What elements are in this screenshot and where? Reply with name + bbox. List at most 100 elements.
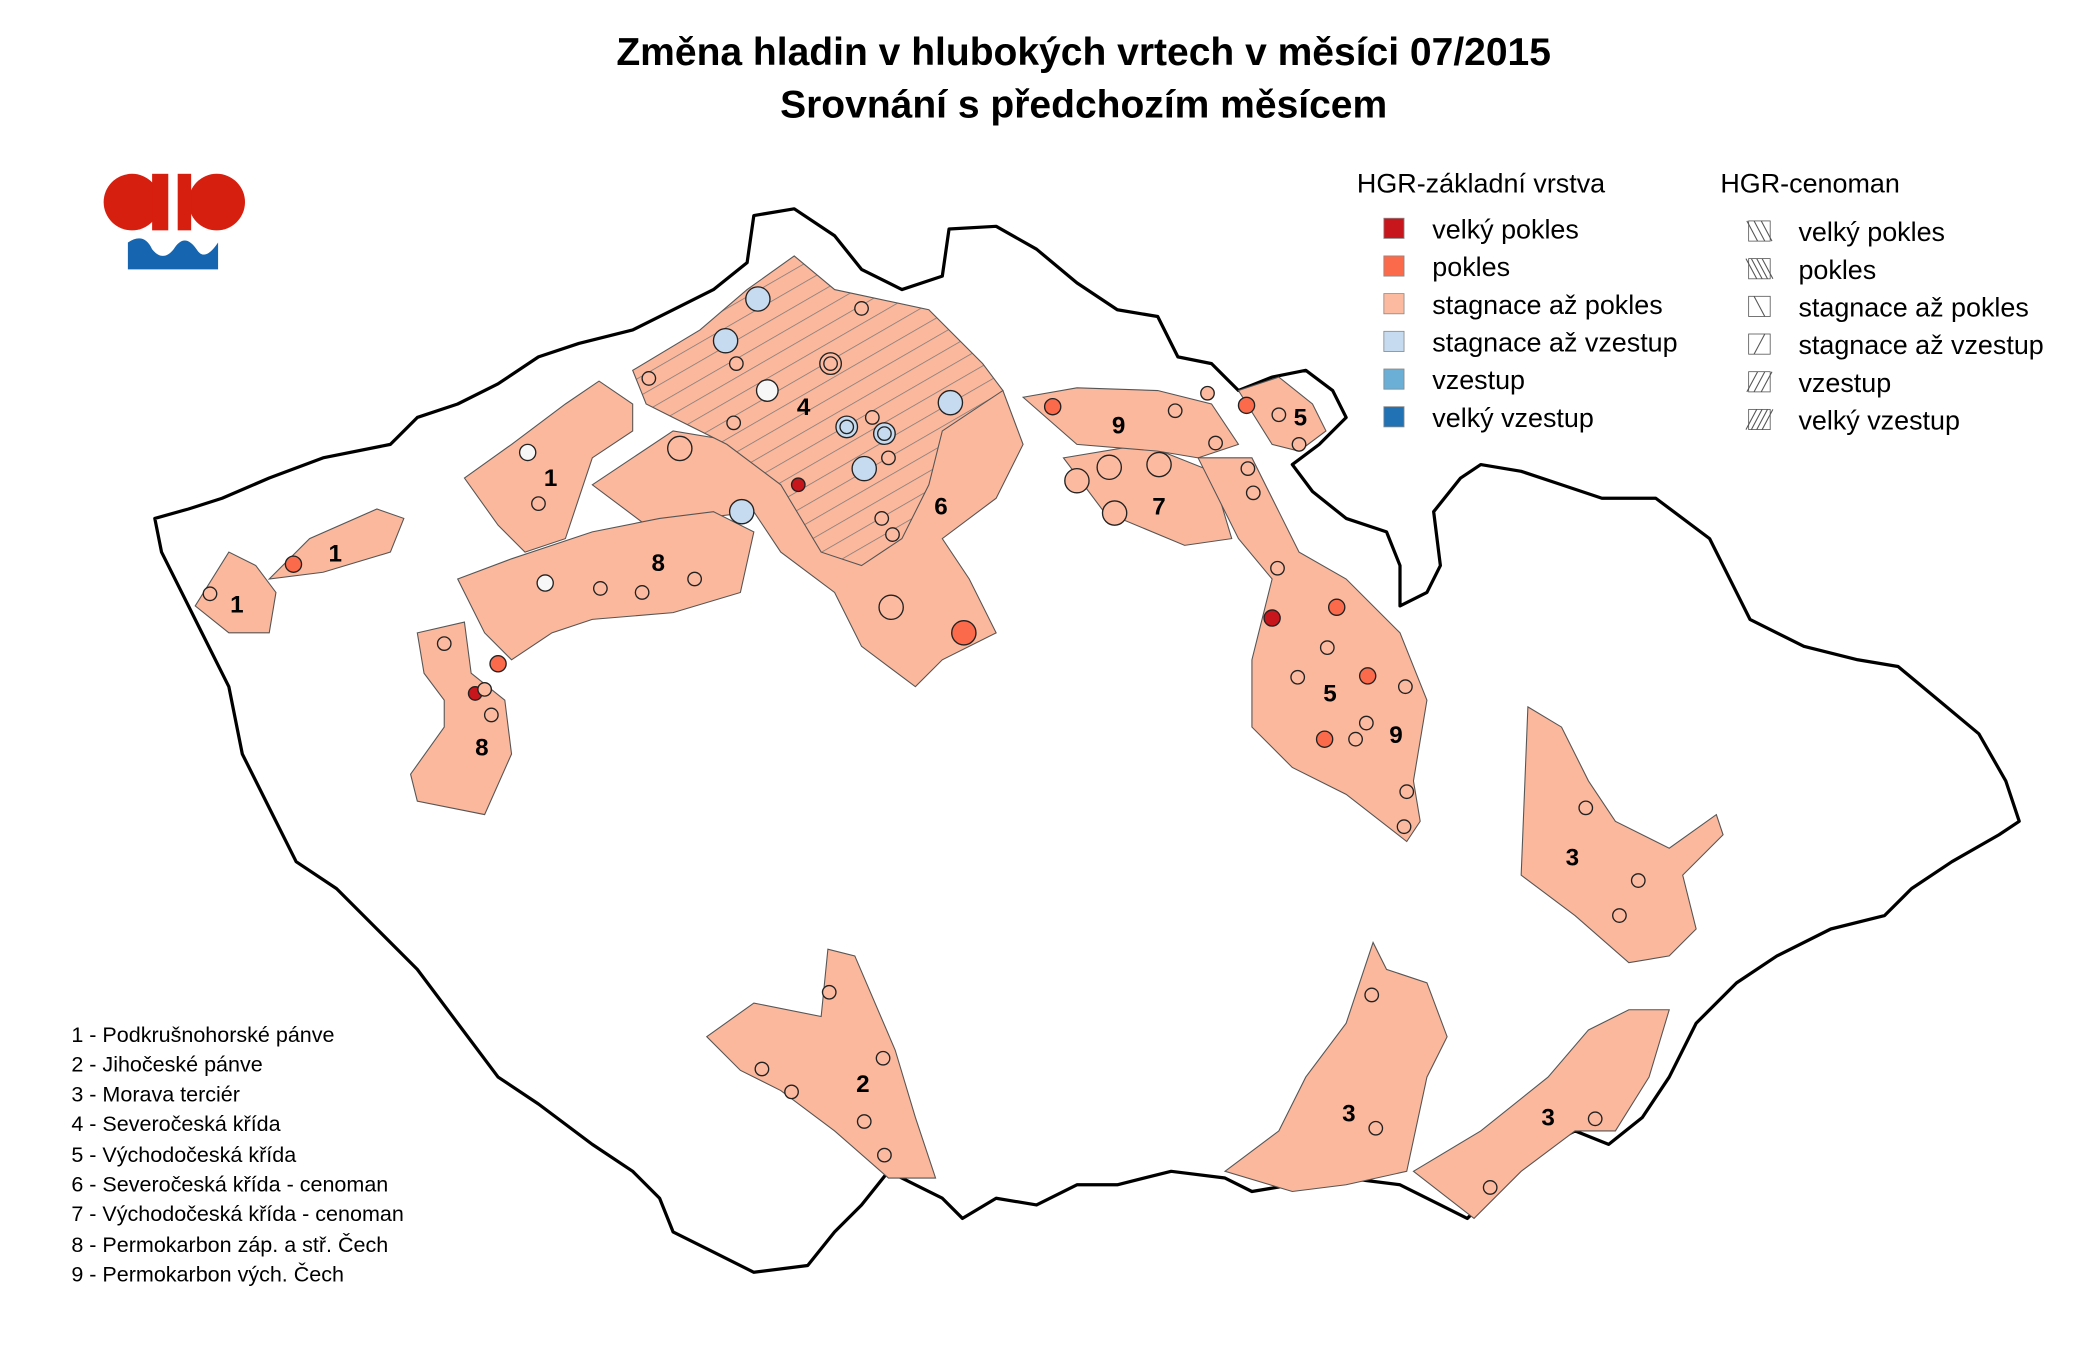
region-8-west <box>409 621 513 816</box>
well-marker-cenoman <box>823 356 838 372</box>
well-marker <box>745 286 771 312</box>
well-marker <box>877 1147 892 1163</box>
region-1-mid <box>267 508 405 580</box>
well-marker <box>489 655 507 673</box>
region-label: 7 <box>1152 493 1165 520</box>
legend-swatch <box>1383 368 1405 390</box>
well-marker <box>754 1061 770 1077</box>
well-marker <box>1101 500 1128 526</box>
legend-swatch <box>1383 255 1405 277</box>
well-marker <box>531 496 546 512</box>
wells <box>202 286 1646 1195</box>
legend-label: stagnace až vzestup <box>1798 330 2043 360</box>
region-list-item: 6 - Severočeská křída - cenoman <box>71 1173 388 1197</box>
legend-pattern-swatch <box>1748 333 1771 355</box>
well-marker <box>536 574 554 592</box>
well-marker <box>728 498 755 525</box>
well-marker <box>477 681 493 697</box>
well-marker <box>1587 1111 1603 1127</box>
well-marker <box>1043 397 1062 416</box>
legend-cenoman-heading: HGR-cenoman <box>1720 169 1899 199</box>
well-marker <box>1399 784 1415 800</box>
well-marker <box>667 435 693 462</box>
well-marker <box>885 527 900 542</box>
region-list-item: 8 - Permokarbon záp. a stř. Čech <box>71 1232 388 1257</box>
region-list-item: 7 - Východočeská křída - cenoman <box>71 1202 403 1226</box>
region-label: 3 <box>1342 1101 1355 1128</box>
legend-swatch <box>1383 330 1405 352</box>
well-marker <box>856 1114 872 1129</box>
region-label: 9 <box>1389 722 1402 749</box>
region-2 <box>705 948 937 1179</box>
well-marker <box>1612 908 1627 923</box>
well-marker <box>1291 436 1307 452</box>
region-list-item: 5 - Východočeská křída <box>71 1143 296 1167</box>
well-marker <box>1200 385 1215 401</box>
well-marker <box>881 450 896 466</box>
well-marker <box>728 356 744 372</box>
legend-label: stagnace až pokles <box>1432 290 1662 320</box>
region-1-west <box>194 551 277 634</box>
region-3-south-west <box>1223 941 1448 1193</box>
legend-base-heading: HGR-základní vrstva <box>1357 169 1605 199</box>
well-marker <box>1270 560 1285 576</box>
well-marker <box>755 379 779 402</box>
legend-label: velký vzestup <box>1798 406 1960 436</box>
well-marker <box>1630 873 1646 888</box>
well-marker <box>1348 731 1363 747</box>
well-marker <box>851 455 878 482</box>
legend-pattern-swatch <box>1746 220 1773 242</box>
region-label: 3 <box>1566 845 1579 872</box>
region-list-item: 4 - Severočeská křída <box>71 1112 280 1136</box>
region-label: 1 <box>230 592 243 619</box>
well-marker <box>864 410 880 425</box>
legend-pattern-swatch <box>1745 408 1774 430</box>
well-marker <box>634 585 650 600</box>
well-marker <box>1245 485 1261 501</box>
region-label: 8 <box>475 734 488 761</box>
well-marker <box>854 301 869 316</box>
region-5-east <box>1197 457 1428 843</box>
region-label: 6 <box>934 493 947 520</box>
well-marker <box>1064 467 1090 494</box>
well-marker <box>1271 407 1287 423</box>
well-marker <box>951 620 977 646</box>
well-marker-cenoman <box>877 426 892 442</box>
legend-swatch <box>1383 293 1405 315</box>
well-marker <box>483 707 499 723</box>
legend-label: stagnace až pokles <box>1798 293 2028 323</box>
well-marker <box>1290 669 1306 685</box>
well-marker <box>1364 987 1380 1003</box>
legend-label: velký pokles <box>1798 217 1945 247</box>
well-marker <box>1208 435 1223 451</box>
legend-label: velký pokles <box>1432 214 1579 244</box>
legend-label: velký vzestup <box>1432 403 1594 433</box>
well-marker <box>790 477 806 493</box>
well-marker <box>1315 730 1334 748</box>
region-label: 4 <box>797 394 811 421</box>
region-1-main <box>463 380 634 553</box>
title-line-2: Srovnání s předchozím měsícem <box>780 83 1387 126</box>
region-list: 1 - Podkrušnohorské pánve 2 - Jihočeské … <box>71 1023 403 1287</box>
well-marker <box>784 1084 799 1100</box>
region-label: 3 <box>1541 1105 1554 1132</box>
region-label: 1 <box>544 465 557 492</box>
well-marker <box>1358 715 1374 731</box>
legend-label: pokles <box>1798 255 1876 285</box>
well-marker <box>726 415 742 431</box>
region-label: 5 <box>1323 681 1336 708</box>
legend-label: pokles <box>1432 252 1510 282</box>
well-marker <box>937 389 964 416</box>
well-marker <box>712 327 739 354</box>
well-marker <box>592 581 608 596</box>
well-marker <box>1096 454 1123 481</box>
well-marker <box>1327 598 1346 617</box>
legend-label: vzestup <box>1432 365 1525 395</box>
well-marker <box>1146 451 1172 478</box>
legend-base: HGR-základní vrstva velký pokles pokles st… <box>1357 169 1678 433</box>
well-marker <box>1358 667 1377 685</box>
well-marker <box>875 1050 891 1066</box>
title-line-1: Změna hladin v hlubokých vrtech v měsíci… <box>616 31 1551 74</box>
region-label: 1 <box>328 541 341 568</box>
well-marker <box>1578 800 1594 816</box>
